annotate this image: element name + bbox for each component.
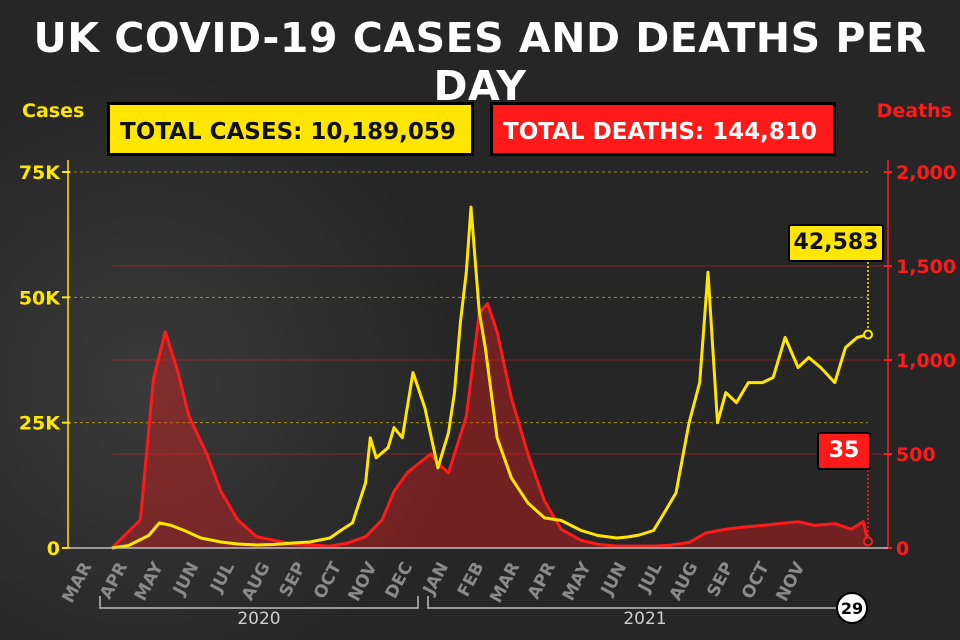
- left-axis-title: Cases: [22, 100, 85, 122]
- year-2021-label: 2021: [623, 609, 666, 629]
- x-axis-month-label: MAR: [58, 559, 96, 607]
- latest-cases-callout: 42,583: [788, 224, 884, 262]
- total-cases-badge: TOTAL CASES: 10,189,059: [107, 102, 474, 156]
- x-axis-month-label: DEC: [382, 559, 418, 602]
- x-axis-month-label: JAN: [419, 559, 453, 599]
- x-axis-month-label: AUG: [238, 559, 275, 604]
- x-axis-month-label: APR: [524, 559, 560, 603]
- x-axis-month-label: NOV: [345, 558, 382, 605]
- latest-deaths-callout: 35: [817, 432, 871, 470]
- x-axis-month-label: MAY: [559, 558, 596, 604]
- x-axis-month-label: FEB: [454, 559, 489, 600]
- left-axis-tick-label: 25K: [19, 413, 61, 435]
- x-axis-month-label: JUL: [206, 559, 239, 597]
- latest-day-label: 29: [841, 599, 863, 618]
- right-axis-tick-label: 500: [896, 444, 936, 466]
- right-axis-title: Deaths: [876, 100, 952, 122]
- chart-title: UK COVID-19 CASES AND DEATHS PER DAY: [33, 14, 927, 110]
- cases-line: [111, 205, 869, 550]
- x-axis-month-label: AUG: [666, 559, 703, 604]
- total-cases-text: TOTAL CASES: 10,189,059: [120, 119, 456, 145]
- x-axis-month-label: MAR: [486, 559, 524, 607]
- left-axis-tick-label: 75K: [19, 162, 61, 184]
- total-deaths-text: TOTAL DEATHS: 144,810: [503, 119, 817, 145]
- x-axis-month-label: NOV: [772, 558, 809, 605]
- x-axis-month-label: JUN: [597, 559, 631, 600]
- x-axis-month-label: JUL: [634, 559, 667, 597]
- latest-day-marker: [836, 592, 868, 624]
- x-axis-month-label: MAY: [131, 558, 168, 604]
- x-axis-month-label: OCT: [310, 559, 346, 603]
- total-deaths-badge: TOTAL DEATHS: 144,810: [490, 102, 836, 156]
- left-axis-tick-label: 50K: [19, 287, 61, 309]
- x-axis-month-label: APR: [96, 559, 132, 603]
- right-axis-tick-label: 2,000: [896, 162, 956, 184]
- deaths-area: [112, 303, 868, 548]
- year-2020-label: 2020: [237, 609, 280, 629]
- deaths-line: [110, 302, 870, 550]
- x-axis-month-label: JUN: [169, 559, 203, 600]
- x-axis-month-label: OCT: [738, 559, 774, 603]
- year-2020-bracket: [99, 596, 419, 609]
- deaths-latest-point: [863, 536, 873, 547]
- x-axis-month-label: SEP: [276, 559, 311, 600]
- right-axis-tick-label: 1,000: [896, 350, 956, 372]
- cases-latest-point: [863, 329, 873, 340]
- x-axis-month-label: SEP: [703, 559, 738, 600]
- left-axis-tick-label: 0: [47, 538, 60, 560]
- right-axis-tick-label: 0: [896, 538, 909, 560]
- right-axis-tick-label: 1,500: [896, 256, 956, 278]
